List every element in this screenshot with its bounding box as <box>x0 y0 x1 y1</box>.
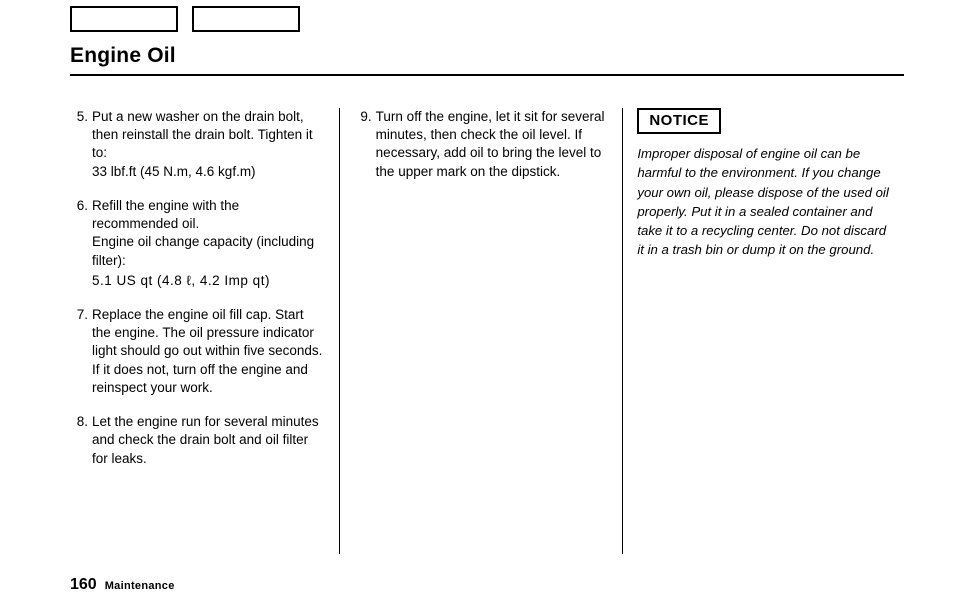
title-rule <box>70 74 904 76</box>
content-columns: 5. Put a new washer on the drain bolt, t… <box>70 108 904 554</box>
column-divider <box>622 108 623 554</box>
item-number: 6. <box>70 197 88 270</box>
top-placeholder-boxes <box>70 6 300 32</box>
item-number: 9. <box>354 108 372 181</box>
item-text: Replace the engine oil fill cap. Start t… <box>92 306 325 397</box>
notice-body: Improper disposal of engine oil can be h… <box>637 144 892 259</box>
list-item: 6. Refill the engine with the recommende… <box>70 197 325 270</box>
column-left: 5. Put a new washer on the drain bolt, t… <box>70 108 337 554</box>
list-item: 7. Replace the engine oil fill cap. Star… <box>70 306 325 397</box>
item-number: 8. <box>70 413 88 468</box>
item-number: 7. <box>70 306 88 397</box>
list-item: 8. Let the engine run for several minute… <box>70 413 325 468</box>
column-divider <box>339 108 340 554</box>
column-middle: 9. Turn off the engine, let it sit for s… <box>354 108 621 554</box>
section-label: Maintenance <box>105 580 175 592</box>
list-item: 5. Put a new washer on the drain bolt, t… <box>70 108 325 181</box>
page-title: Engine Oil <box>70 44 904 68</box>
manual-page: Engine Oil 5. Put a new washer on the dr… <box>0 0 954 614</box>
item-text: Let the engine run for several minutes a… <box>92 413 325 468</box>
page-footer: 160 Maintenance <box>70 576 175 594</box>
list-item: 9. Turn off the engine, let it sit for s… <box>354 108 609 181</box>
placeholder-box <box>70 6 178 32</box>
item-text: Turn off the engine, let it sit for seve… <box>376 108 609 181</box>
oil-capacity-spec: 5.1 US qt (4.8 ℓ, 4.2 Imp qt) <box>92 272 325 290</box>
item-number: 5. <box>70 108 88 181</box>
item-text: Refill the engine with the recommended o… <box>92 197 325 270</box>
notice-label: NOTICE <box>637 108 721 134</box>
title-block: Engine Oil <box>70 44 904 76</box>
item-text: Put a new washer on the drain bolt, then… <box>92 108 325 181</box>
column-right: NOTICE Improper disposal of engine oil c… <box>637 108 904 554</box>
placeholder-box <box>192 6 300 32</box>
page-number: 160 <box>70 576 97 594</box>
